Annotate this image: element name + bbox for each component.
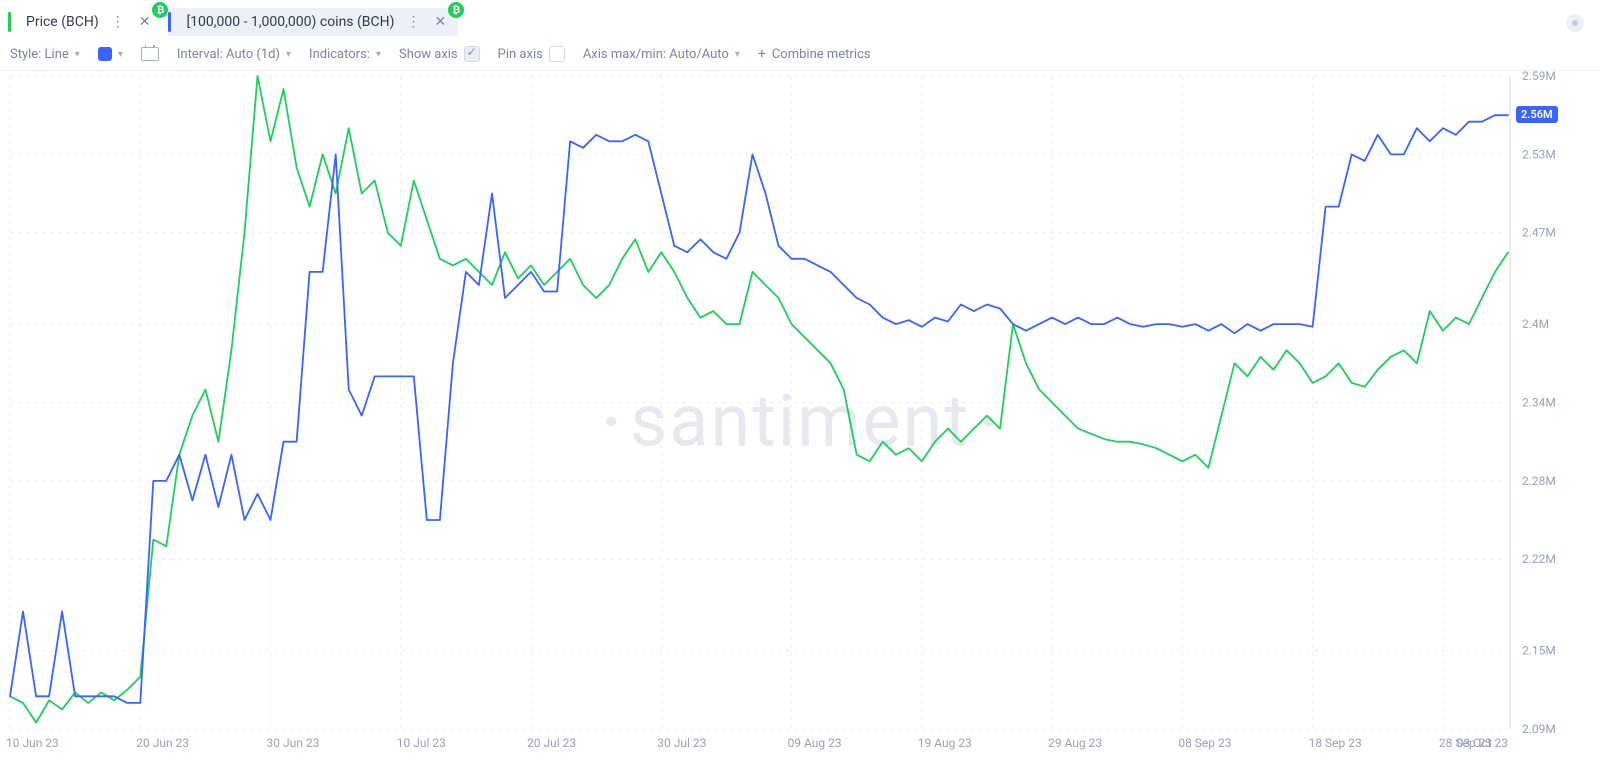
axis-maxmin-label: Axis max/min: Auto/Auto — [583, 47, 729, 62]
svg-text:29 Aug 23: 29 Aug 23 — [1048, 736, 1102, 750]
chevron-down-icon: ▾ — [286, 49, 291, 60]
tab-stripe — [168, 12, 171, 32]
combine-metrics-label: Combine metrics — [772, 47, 871, 62]
checkbox-icon — [464, 46, 480, 62]
chart-svg: 2.09M 2.15M 2.22M 2.28M 2.34M 2.4M 2.47M 2.53M 2… — [0, 71, 1600, 771]
calendar-button[interactable] — [141, 47, 159, 61]
svg-text:18 Sep 23: 18 Sep 23 — [1309, 736, 1362, 750]
show-axis-label: Show axis — [399, 47, 458, 62]
interval-selector[interactable]: Interval: Auto (1d) ▾ — [177, 47, 291, 62]
svg-text:2.4M: 2.4M — [1522, 317, 1549, 331]
close-icon[interactable]: ✕ — [433, 14, 449, 30]
style-selector[interactable]: Style: Line ▾ — [10, 47, 80, 62]
combine-metrics-button[interactable]: + Combine metrics — [758, 46, 871, 62]
metric-tabs: Price (BCH) ⋮ ✕ ₿ [100,000 - 1,000,000) … — [0, 0, 1600, 36]
svg-text:30 Jul 23: 30 Jul 23 — [657, 736, 706, 750]
svg-text:08 Sep 23: 08 Sep 23 — [1178, 736, 1231, 750]
svg-text:2.22M: 2.22M — [1522, 552, 1556, 566]
svg-text:19 Aug 23: 19 Aug 23 — [918, 736, 972, 750]
chevron-down-icon: ▾ — [376, 49, 381, 60]
indicators-label: Indicators: — [309, 47, 370, 62]
svg-text:2.28M: 2.28M — [1522, 474, 1556, 488]
color-selector[interactable]: ▾ — [98, 47, 123, 61]
pin-axis-toggle[interactable]: Pin axis — [498, 46, 565, 62]
svg-text:03 Oct 23: 03 Oct 23 — [1457, 736, 1508, 750]
pin-axis-label: Pin axis — [498, 47, 543, 62]
chevron-down-icon: ▾ — [735, 49, 740, 60]
svg-text:2.47M: 2.47M — [1522, 226, 1556, 240]
svg-text:20 Jun 23: 20 Jun 23 — [136, 736, 189, 750]
kebab-icon[interactable]: ⋮ — [107, 14, 129, 30]
y-axis-value-badge: 2.56M — [1516, 106, 1558, 123]
svg-text:2.59M: 2.59M — [1522, 71, 1556, 83]
chart-area[interactable]: santiment 2.09M2.15M2.22M2.28M2.34M2.4M2… — [0, 71, 1600, 771]
coin-badge-icon: ₿ — [152, 2, 168, 18]
close-icon[interactable]: ✕ — [137, 14, 153, 30]
style-label: Style: Line — [10, 47, 69, 62]
status-dot-icon — [1566, 14, 1584, 32]
checkbox-icon — [549, 46, 565, 62]
svg-text:10 Jul 23: 10 Jul 23 — [397, 736, 446, 750]
chevron-down-icon: ▾ — [75, 49, 80, 60]
show-axis-toggle[interactable]: Show axis — [399, 46, 480, 62]
tab-stripe — [8, 12, 11, 32]
svg-text:09 Aug 23: 09 Aug 23 — [788, 736, 842, 750]
color-swatch — [98, 47, 112, 61]
tab-label: Price (BCH) — [18, 14, 99, 30]
svg-text:2.34M: 2.34M — [1522, 396, 1556, 410]
svg-text:20 Jul 23: 20 Jul 23 — [527, 736, 576, 750]
interval-label: Interval: Auto (1d) — [177, 47, 280, 62]
coin-badge-icon: ₿ — [448, 2, 464, 18]
svg-text:30 Jun 23: 30 Jun 23 — [267, 736, 320, 750]
svg-text:2.09M: 2.09M — [1522, 722, 1556, 736]
indicators-selector[interactable]: Indicators: ▾ — [309, 47, 381, 62]
calendar-icon — [141, 47, 159, 61]
tab-label: [100,000 - 1,000,000) coins (BCH) — [178, 14, 394, 30]
plus-icon: + — [758, 46, 766, 62]
chevron-down-icon: ▾ — [118, 49, 123, 60]
chart-toolbar: Style: Line ▾ ▾ Interval: Auto (1d) ▾ In… — [0, 36, 1600, 71]
tab-supply-100k-1m-bch[interactable]: [100,000 - 1,000,000) coins (BCH) ⋮ ✕ ₿ — [168, 8, 458, 36]
kebab-icon[interactable]: ⋮ — [403, 14, 425, 30]
tab-price-bch[interactable]: Price (BCH) ⋮ ✕ ₿ — [8, 8, 162, 36]
svg-text:2.15M: 2.15M — [1522, 644, 1556, 658]
svg-text:2.53M: 2.53M — [1522, 147, 1556, 161]
svg-text:10 Jun 23: 10 Jun 23 — [6, 736, 59, 750]
axis-maxmin-selector[interactable]: Axis max/min: Auto/Auto ▾ — [583, 47, 740, 62]
